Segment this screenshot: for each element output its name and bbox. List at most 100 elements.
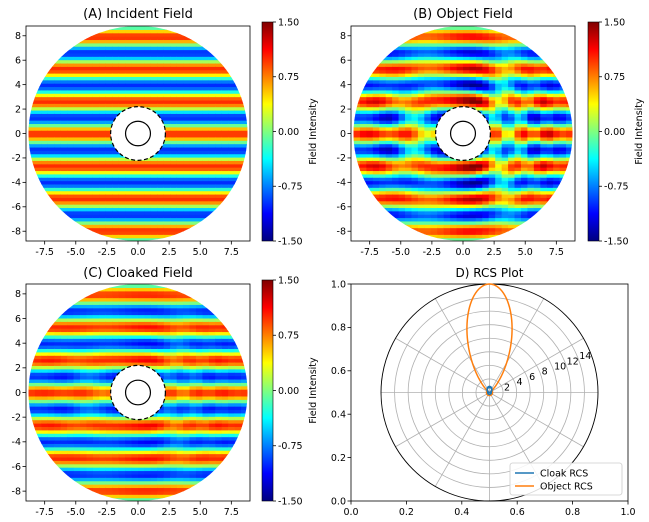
field-cell — [99, 49, 107, 54]
field-cell — [475, 180, 483, 185]
field-cell — [215, 39, 223, 44]
field-cell — [508, 123, 516, 128]
field-cell — [34, 153, 42, 158]
field-cell — [411, 197, 419, 202]
field-cell — [488, 106, 496, 111]
field-cell — [469, 183, 477, 188]
field-cell — [508, 180, 516, 185]
field-cell — [47, 46, 55, 51]
y-tick-label: 8 — [15, 31, 21, 42]
field-cell — [34, 351, 42, 356]
field-cell — [41, 473, 49, 478]
field-cell — [228, 150, 236, 155]
field-cell — [99, 193, 107, 198]
field-cell — [553, 36, 561, 41]
field-cell — [73, 167, 81, 172]
field-cell — [411, 183, 419, 188]
field-cell — [527, 96, 535, 101]
field-cell — [359, 204, 367, 209]
field-cell — [514, 86, 522, 91]
field-cell — [195, 29, 204, 34]
field-cell — [533, 150, 541, 155]
field-cell — [559, 66, 567, 71]
field-cell — [514, 113, 522, 118]
field-cell — [359, 113, 367, 118]
field-cell — [495, 116, 503, 121]
field-cell — [99, 42, 107, 47]
field-cell — [533, 133, 541, 138]
field-cell — [430, 73, 438, 77]
field-cell — [559, 93, 567, 98]
field-cell — [195, 99, 204, 104]
field-cell — [118, 96, 126, 101]
field-cell — [60, 227, 68, 232]
field-cell — [514, 66, 522, 71]
field-cell — [366, 86, 374, 91]
field-cell — [508, 234, 516, 239]
field-cell — [176, 136, 184, 141]
field-cell — [533, 79, 541, 84]
field-cell — [28, 96, 36, 101]
field-cell — [417, 146, 425, 151]
field-cell — [372, 113, 380, 118]
field-cell — [221, 207, 229, 212]
field-cell — [514, 143, 522, 148]
field-cell — [92, 133, 100, 138]
field-cell — [99, 183, 107, 188]
field-cell — [105, 167, 113, 172]
field-cell — [405, 59, 413, 64]
field-cell — [411, 86, 419, 91]
field-cell — [398, 140, 406, 145]
field-cell — [234, 93, 242, 98]
field-cell — [366, 59, 374, 64]
field-cell — [47, 83, 55, 88]
field-cell — [47, 304, 55, 309]
field-cell — [73, 26, 81, 30]
field-cell — [424, 39, 432, 44]
field-cell — [546, 207, 554, 212]
field-cell — [241, 197, 248, 202]
field-cell — [105, 140, 113, 145]
field-cell — [41, 351, 49, 356]
field-cell — [566, 227, 573, 232]
field-cell — [241, 210, 248, 215]
field-cell — [183, 66, 191, 71]
field-cell — [379, 46, 387, 51]
field-cell — [559, 46, 567, 51]
field-cell — [195, 39, 204, 44]
field-cell — [105, 46, 113, 51]
field-cell — [430, 207, 438, 212]
field-cell — [47, 230, 55, 235]
field-cell — [469, 86, 477, 91]
field-cell — [131, 49, 139, 54]
field-cell — [417, 52, 425, 57]
field-cell — [47, 334, 55, 339]
field-cell — [73, 103, 81, 108]
field-cell — [559, 234, 567, 239]
field-cell — [34, 399, 42, 404]
field-cell — [463, 200, 471, 205]
field-cell — [163, 76, 171, 81]
field-cell — [495, 190, 503, 195]
field-cell — [456, 177, 464, 182]
field-cell — [392, 193, 400, 198]
field-cell — [34, 382, 42, 387]
field-cell — [221, 130, 229, 135]
field-cell — [469, 200, 477, 205]
field-cell — [80, 103, 88, 108]
field-cell — [385, 160, 393, 165]
field-cell — [54, 348, 62, 353]
field-cell — [73, 227, 81, 232]
field-cell — [241, 93, 248, 98]
field-cell — [546, 153, 554, 158]
field-cell — [60, 173, 68, 178]
field-cell — [553, 59, 561, 64]
field-cell — [99, 150, 107, 155]
field-cell — [411, 113, 419, 118]
field-cell — [443, 49, 451, 54]
field-cell — [488, 177, 496, 182]
field-cell — [144, 96, 152, 101]
field-cell — [469, 227, 477, 232]
field-cell — [241, 79, 248, 84]
field-cell — [131, 99, 139, 104]
